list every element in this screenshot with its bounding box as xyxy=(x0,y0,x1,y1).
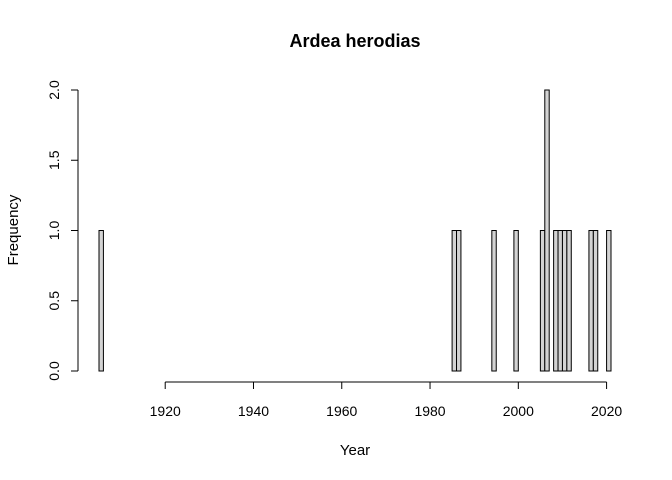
histogram-bar-1986 xyxy=(456,230,462,372)
x-axis-label: Year xyxy=(340,442,370,459)
x-tick-label: 2000 xyxy=(503,403,534,419)
x-axis: 1920 1940 1960 1980 2000 2020 xyxy=(150,381,622,419)
x-tick-label: 1940 xyxy=(238,403,269,419)
histogram-bar-2016 xyxy=(588,230,594,372)
histogram-bar-1905 xyxy=(98,230,104,372)
y-axis: 0.0 0.5 1.0 1.5 2.0 xyxy=(46,80,79,381)
x-tick-label: 1980 xyxy=(414,403,445,419)
histogram-bar-2010 xyxy=(561,230,568,372)
histogram-bar-2017 xyxy=(592,230,599,372)
histogram-bar-1999 xyxy=(513,230,519,372)
x-tick-label: 1960 xyxy=(326,403,357,419)
histogram-bar-2011 xyxy=(566,230,572,372)
y-tick-label: 0.0 xyxy=(46,361,62,381)
histogram-bar-1985 xyxy=(451,230,458,372)
histogram-bar-2006 xyxy=(544,89,550,372)
histogram-bar-2005 xyxy=(539,230,546,372)
histogram-bar-2008 xyxy=(553,230,559,372)
bars-group xyxy=(98,89,612,372)
y-tick-label: 0.5 xyxy=(46,291,62,311)
x-tick-label: 2020 xyxy=(591,403,622,419)
chart-title: Ardea herodias xyxy=(289,31,420,51)
histogram-bar-1994 xyxy=(491,230,497,372)
y-tick-label: 1.5 xyxy=(46,150,62,170)
y-tick-label: 1.0 xyxy=(46,221,62,241)
y-axis-label: Frequency xyxy=(5,194,22,265)
y-tick-label: 2.0 xyxy=(46,80,62,100)
histogram-bar-2009 xyxy=(557,230,563,372)
histogram-bar-2020 xyxy=(606,230,612,372)
x-tick-label: 1920 xyxy=(150,403,181,419)
